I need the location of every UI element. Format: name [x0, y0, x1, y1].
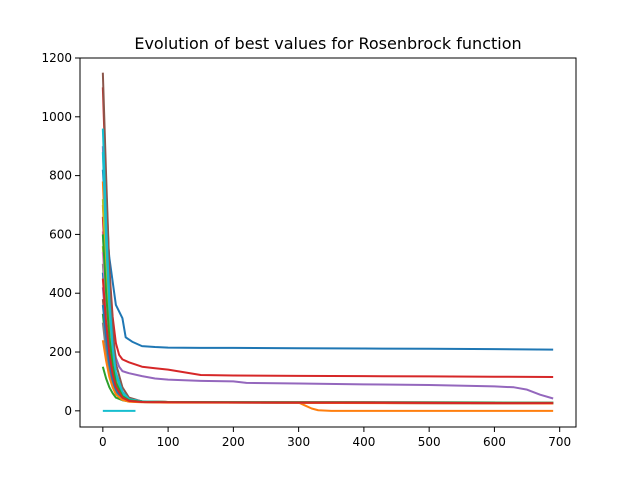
x-axis-ticks: 0 100 200 300 400 500 600 700	[99, 427, 571, 449]
series-line-6	[101, 72, 554, 404]
x-tick-label: 300	[287, 435, 310, 449]
x-tick-label: 0	[99, 435, 107, 449]
series-line-24	[101, 278, 554, 405]
axes-frame	[79, 57, 577, 428]
series-line-8	[101, 263, 554, 404]
x-tick-label: 200	[222, 435, 245, 449]
y-tick-label: 1200	[41, 51, 72, 65]
y-tick-label: 0	[64, 404, 72, 418]
series-line-21	[101, 304, 554, 405]
series-line-18	[101, 322, 554, 405]
series-line-10	[101, 128, 554, 404]
series-line-1	[101, 169, 554, 351]
y-axis-ticks: 0 200 400 600 800 1000 1200	[41, 51, 80, 418]
series-line-20	[101, 152, 554, 404]
x-tick-label: 500	[418, 435, 441, 449]
x-tick-label: 100	[157, 435, 180, 449]
y-tick-label: 800	[49, 169, 72, 183]
x-tick-label: 700	[548, 435, 571, 449]
x-tick-label: 400	[352, 435, 375, 449]
y-tick-label: 1000	[41, 110, 72, 124]
chart-title: Evolution of best values for Rosenbrock …	[134, 34, 521, 53]
plot-area	[101, 72, 554, 412]
y-tick-label: 400	[49, 286, 72, 300]
series-line-4	[101, 87, 554, 379]
y-tick-label: 200	[49, 345, 72, 359]
series-line-16	[101, 299, 554, 405]
y-tick-label: 600	[49, 227, 72, 241]
x-tick-label: 600	[483, 435, 506, 449]
series-line-5	[101, 146, 554, 400]
series-line-13	[101, 313, 554, 405]
series-line-19	[101, 199, 554, 404]
